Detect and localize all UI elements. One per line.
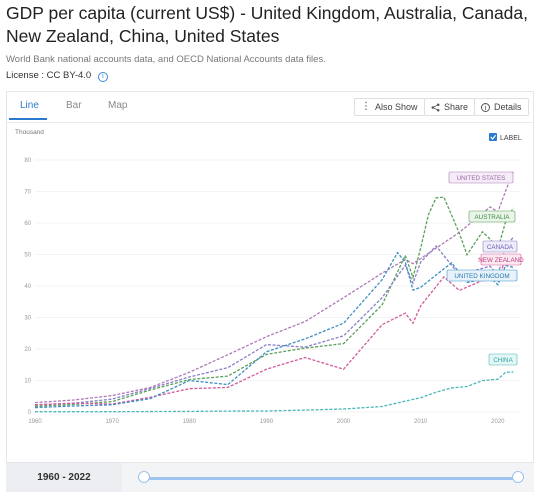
range-start-handle[interactable] <box>138 471 150 483</box>
active-tab-underline <box>9 118 47 120</box>
x-tick-label: 1990 <box>260 419 274 425</box>
series-line-australia <box>34 196 514 407</box>
page-title: GDP per capita (current US$) - United Ki… <box>6 3 529 46</box>
also-show-label: Also Show <box>375 102 418 112</box>
range-slider-track[interactable] <box>144 477 518 480</box>
share-icon <box>431 103 440 111</box>
y-tick-label: 20 <box>24 347 31 353</box>
y-tick-label: 70 <box>24 190 31 196</box>
x-tick-label: 2010 <box>414 419 428 425</box>
tab-bar[interactable]: Bar <box>66 100 82 111</box>
chart-panel: Line Bar Map ⋮ Also Show Share i Details… <box>6 91 534 491</box>
share-label: Share <box>444 102 469 112</box>
range-label: 1960 - 2022 <box>6 463 122 492</box>
series-line-united-kingdom <box>34 251 514 409</box>
x-tick-label: 2000 <box>337 419 351 425</box>
y-tick-label: 50 <box>24 253 31 259</box>
details-label: Details <box>494 102 522 112</box>
license-line: License : CC BY-4.0 i <box>6 70 108 82</box>
x-tick-label: 1960 <box>28 419 42 425</box>
info-circle-icon: i <box>481 102 490 112</box>
series-label-box <box>488 353 518 366</box>
series-line-new-zealand <box>34 257 514 406</box>
time-range-bar: 1960 - 2022 <box>6 462 534 492</box>
range-end-handle[interactable] <box>512 471 524 483</box>
series-label: UNITED STATES <box>457 175 506 182</box>
y-tick-label: 60 <box>24 221 31 227</box>
series-label: AUSTRALIA <box>475 214 511 221</box>
tab-map[interactable]: Map <box>108 100 128 111</box>
x-tick-label: 1970 <box>105 419 119 425</box>
x-tick-label: 1980 <box>183 419 197 425</box>
y-tick-label: 40 <box>24 284 31 290</box>
tab-line[interactable]: Line <box>20 100 39 111</box>
info-icon[interactable]: i <box>97 72 108 82</box>
series-label: CANADA <box>487 244 514 251</box>
source-note: World Bank national accounts data, and O… <box>6 54 326 65</box>
series-label-box <box>480 253 522 266</box>
y-tick-label: 30 <box>24 316 31 322</box>
series-label-box <box>482 240 518 253</box>
series-label: UNITED KINGDOM <box>454 273 509 280</box>
series-line-china <box>35 371 514 413</box>
details-button[interactable]: i Details <box>474 98 529 116</box>
also-show-button[interactable]: ⋮ Also Show <box>354 98 425 116</box>
checkmark-icon <box>490 134 497 140</box>
series-label-box <box>468 210 516 223</box>
share-button[interactable]: Share <box>424 98 476 116</box>
series-line-united-states <box>34 171 514 404</box>
chart-tabs: Line Bar Map <box>7 92 207 122</box>
label-checkbox <box>489 133 497 141</box>
more-vertical-icon: ⋮ <box>361 101 371 112</box>
series-label: NEW ZEALAND <box>478 257 524 264</box>
y-tick-label: 80 <box>24 158 31 164</box>
series-label: CHINA <box>493 357 513 364</box>
series-label-box <box>446 269 518 282</box>
tab-divider <box>7 122 533 123</box>
y-unit-label: Thousand <box>15 129 44 136</box>
y-tick-label: 0 <box>28 410 32 416</box>
series-line-canada <box>34 236 514 406</box>
gdp-line-chart: Thousand 0 10 20 30 40 50 60 70 80 1960 1970 1980 199… <box>15 129 524 425</box>
y-tick-label: 10 <box>24 379 31 385</box>
series-label-box <box>448 171 514 184</box>
x-tick-label: 2020 <box>491 419 505 425</box>
license-label: License : CC BY-4.0 <box>6 70 92 81</box>
label-toggle-text: LABEL <box>500 135 522 142</box>
